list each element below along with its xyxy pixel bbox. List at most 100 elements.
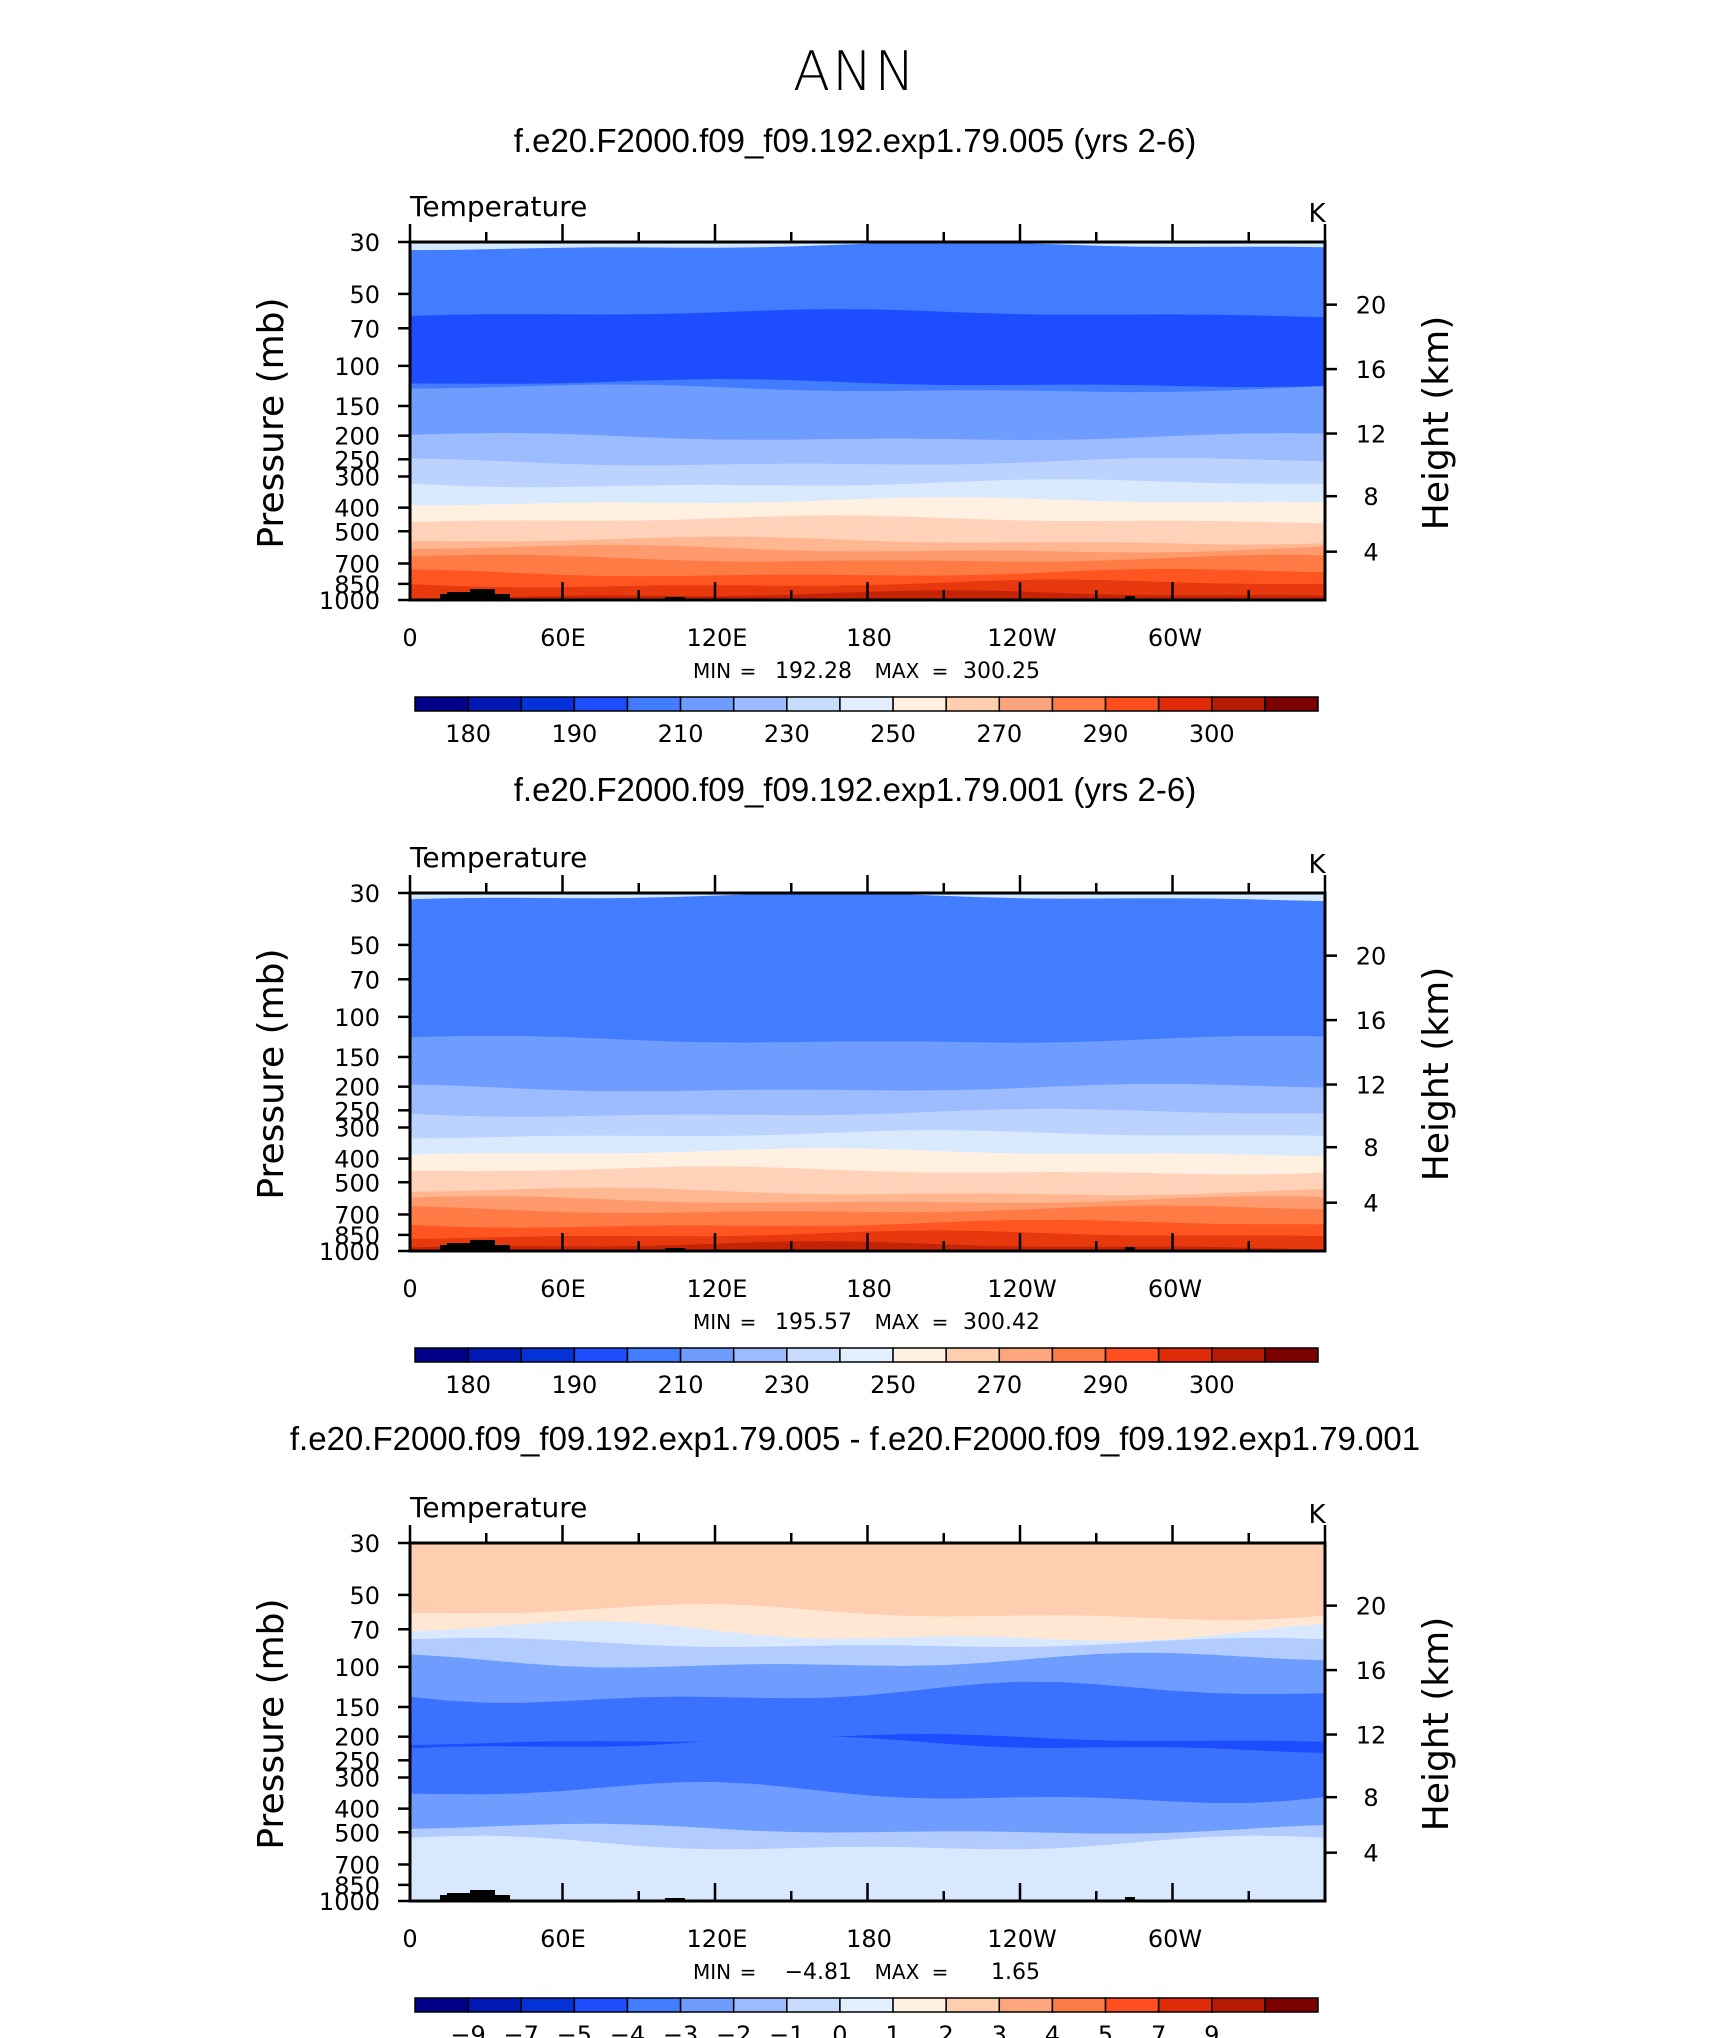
lon-tick-label: 60W: [1148, 1925, 1202, 1953]
colorbar-swatch: [998, 1997, 1054, 2013]
colorbar-swatch: [1157, 1997, 1213, 2013]
pressure-tick-label: 250: [334, 446, 380, 474]
height-tick-label: 4: [1363, 1190, 1378, 1218]
max-label: MAX: [875, 1960, 920, 1984]
pressure-tick-label: 100: [334, 353, 380, 381]
colorbar-label: 270: [976, 720, 1022, 748]
colorbar-swatch: [892, 1347, 947, 1363]
colorbar-swatch: [839, 1347, 894, 1363]
colorbar-swatch: [839, 1997, 894, 2013]
colorbar-swatch: [998, 696, 1054, 712]
pressure-tick-label: 850: [334, 1872, 380, 1900]
contour-field: [410, 242, 1325, 600]
y-axis-title-right: Height (km): [1416, 967, 1457, 1181]
pressure-tick-label: 50: [349, 1582, 380, 1610]
pressure-tick-label: 700: [334, 550, 380, 578]
height-tick-label: 12: [1356, 421, 1387, 449]
y-axis-title-left: Pressure (mb): [251, 1598, 292, 1849]
height-tick-label: 12: [1356, 1072, 1387, 1100]
topography-mask: [447, 592, 470, 600]
colorbar-swatch: [414, 1997, 469, 2013]
topography-mask: [470, 1240, 495, 1251]
pressure-tick-label: 400: [334, 1796, 380, 1824]
colorbar-swatch: [1051, 1997, 1107, 2013]
panel-title: f.e20.F2000.f09_f09.192.exp1.79.001 (yrs…: [514, 771, 1196, 808]
contour-field: [410, 893, 1325, 1251]
topography-mask: [1125, 1897, 1135, 1901]
colorbar-label: 180: [445, 720, 491, 748]
height-tick-label: 4: [1363, 1840, 1378, 1868]
max-value: 300.42: [963, 1310, 1040, 1335]
pressure-tick-label: 400: [334, 1146, 380, 1174]
colorbar-swatch: [945, 696, 1001, 712]
colorbar-label: −5: [557, 2021, 592, 2038]
min-value: 195.57: [775, 1310, 852, 1335]
colorbar-swatch: [998, 1347, 1054, 1363]
colorbar-label: 180: [445, 1371, 491, 1399]
colorbar-swatch: [467, 1347, 522, 1363]
pressure-tick-label: 70: [349, 315, 380, 343]
colorbar-swatch: [1264, 1997, 1319, 2013]
colorbar-swatch: [573, 1997, 629, 2013]
topography-mask: [495, 1895, 510, 1901]
pressure-tick-label: 100: [334, 1654, 380, 1682]
topography-mask: [440, 1895, 447, 1901]
lon-tick-label: 120E: [687, 1275, 748, 1303]
pressure-tick-label: 30: [349, 1530, 380, 1558]
colorbar-swatch: [945, 1997, 1001, 2013]
variable-label: Temperature: [409, 1491, 587, 1524]
colorbar-swatch: [839, 696, 894, 712]
min-label: MIN: [693, 1310, 731, 1334]
topography-mask: [1125, 596, 1135, 600]
min-value: 192.28: [775, 659, 852, 684]
colorbar-label: 5: [1098, 2021, 1113, 2038]
colorbar-label: −2: [716, 2021, 751, 2038]
colorbar-swatch: [414, 1347, 469, 1363]
colorbar-swatch: [626, 1997, 682, 2013]
pressure-tick-label: 100: [334, 1004, 380, 1032]
colorbar-swatch: [626, 1347, 682, 1363]
min-value: −4.81: [785, 1960, 852, 1985]
pressure-tick-label: 400: [334, 495, 380, 523]
height-tick-label: 20: [1356, 943, 1387, 971]
units-label: K: [1308, 199, 1326, 229]
colorbar-label: 7: [1151, 2021, 1166, 2038]
pressure-tick-label: 50: [349, 281, 380, 309]
y-axis-title-left: Pressure (mb): [251, 297, 292, 548]
height-tick-label: 16: [1356, 356, 1387, 384]
lon-tick-label: 120W: [987, 1925, 1057, 1953]
lon-tick-label: 120E: [687, 1925, 748, 1953]
height-tick-label: 4: [1363, 539, 1378, 567]
pressure-tick-label: 1000: [319, 587, 380, 615]
colorbar-label: 190: [551, 1371, 597, 1399]
pressure-tick-label: 70: [349, 1616, 380, 1644]
lon-tick-label: 120W: [987, 624, 1057, 652]
colorbar-swatch: [1157, 1347, 1213, 1363]
height-tick-label: 8: [1363, 1784, 1378, 1812]
topography-mask: [470, 589, 495, 600]
colorbar-label: 2: [939, 2021, 954, 2038]
colorbar-swatch: [786, 696, 841, 712]
colorbar-swatch: [945, 1347, 1001, 1363]
pressure-tick-label: 850: [334, 1222, 380, 1250]
max-label: MAX: [875, 1310, 920, 1334]
colorbar-swatch: [786, 1347, 841, 1363]
pressure-tick-label: 150: [334, 1694, 380, 1722]
equals-sign: =: [932, 659, 949, 683]
colorbar-swatch: [732, 1347, 788, 1363]
pressure-tick-label: 300: [334, 463, 380, 491]
colorbar-swatch: [732, 1997, 788, 2013]
colorbar-swatch: [1104, 696, 1160, 712]
lon-tick-label: 0: [402, 624, 417, 652]
pressure-tick-label: 300: [334, 1114, 380, 1142]
pressure-tick-label: 1000: [319, 1888, 380, 1916]
lon-tick-label: 60W: [1148, 624, 1202, 652]
panel-1: f.e20.F2000.f09_f09.192.exp1.79.005 (yrs…: [251, 122, 1457, 748]
colorbar-label: 1: [885, 2021, 900, 2038]
units-label: K: [1308, 850, 1326, 880]
pressure-tick-label: 1000: [319, 1238, 380, 1266]
colorbar-label: 290: [1083, 1371, 1129, 1399]
variable-label: Temperature: [409, 190, 587, 223]
colorbar-label: 270: [976, 1371, 1022, 1399]
colorbar-label: 4: [1045, 2021, 1060, 2038]
